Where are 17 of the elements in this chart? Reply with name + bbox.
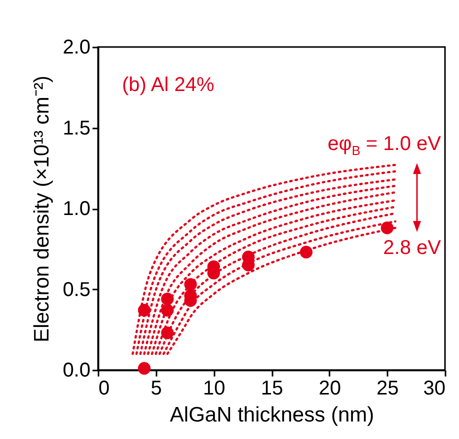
x-tick-label: 25 <box>376 378 399 400</box>
x-tick-label: 15 <box>260 378 284 400</box>
y-tick-label: 0.5 <box>62 278 90 301</box>
x-tick-label: 5 <box>150 378 162 400</box>
y-axis-title: Electron density (×10¹³ cm⁻²) <box>30 76 54 342</box>
y-tick-label: 2.0 <box>62 36 90 58</box>
x-tick-label: 30 <box>423 378 446 400</box>
x-axis-title: AlGaN thickness (nm) <box>170 404 374 426</box>
y-tick-label: 0.0 <box>62 360 90 382</box>
x-tick-label: 20 <box>318 378 341 400</box>
annotation: 2.8 eV <box>383 236 441 259</box>
y-tick-label: 1.0 <box>62 198 90 220</box>
x-tick-label: 10 <box>203 378 226 400</box>
annotation: (b) Al 24% <box>122 74 214 96</box>
y-tick-label: 1.5 <box>62 117 90 140</box>
x-tick-label: 0 <box>98 378 110 400</box>
annotation: eφ$_{B}$ = 1.0 eV <box>328 132 441 158</box>
